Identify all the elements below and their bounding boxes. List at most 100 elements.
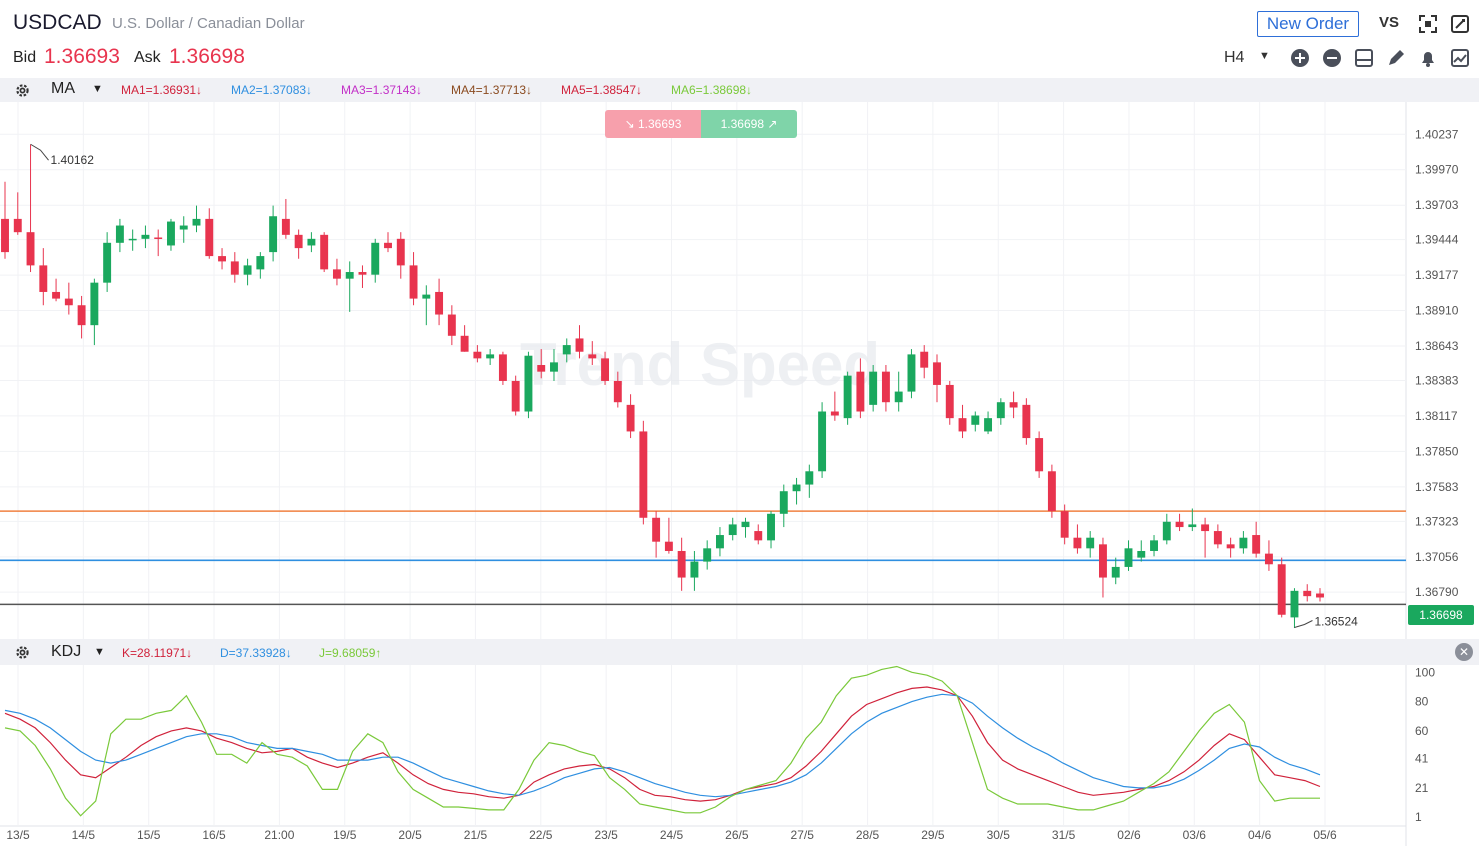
candle-down[interactable] — [881, 371, 890, 403]
candle-down[interactable] — [664, 541, 673, 551]
candle-down[interactable] — [1226, 544, 1235, 549]
candle-up[interactable] — [1239, 537, 1248, 549]
candle-down[interactable] — [1264, 553, 1273, 565]
candle-up[interactable] — [869, 371, 878, 405]
vs-button[interactable]: VS — [1379, 14, 1400, 31]
candle-down[interactable] — [320, 234, 329, 270]
candle-up[interactable] — [103, 242, 112, 283]
candle-down[interactable] — [1316, 593, 1324, 598]
new-order-button[interactable]: New Order — [1257, 11, 1359, 37]
chevron-down-icon[interactable]: ▼ — [94, 646, 105, 658]
candle-down[interactable] — [639, 431, 648, 518]
candle-down[interactable] — [1047, 471, 1056, 512]
candle-up[interactable] — [767, 513, 775, 541]
candle-up[interactable] — [179, 225, 188, 230]
candle-down[interactable] — [498, 354, 507, 381]
gear-icon[interactable] — [14, 644, 31, 661]
candle-down[interactable] — [473, 351, 482, 359]
candle-up[interactable] — [792, 484, 801, 492]
candle-down[interactable] — [384, 242, 392, 249]
candle-down[interactable] — [460, 335, 469, 352]
candle-down[interactable] — [1277, 564, 1286, 615]
indicator-chart-icon[interactable] — [1450, 48, 1470, 68]
candle-down[interactable] — [958, 418, 967, 432]
timeframe-selector[interactable]: H4 — [1224, 49, 1245, 66]
candle-up[interactable] — [843, 375, 852, 419]
candle-up[interactable] — [996, 402, 1005, 419]
chevron-down-icon[interactable]: ▼ — [1259, 50, 1270, 62]
close-icon[interactable]: ✕ — [1455, 643, 1473, 661]
fullscreen-icon[interactable] — [1418, 14, 1438, 34]
candle-down[interactable] — [77, 305, 86, 326]
candle-down[interactable] — [230, 261, 239, 275]
candle-up[interactable] — [550, 362, 558, 372]
candle-up[interactable] — [894, 391, 903, 403]
candle-up[interactable] — [371, 242, 380, 275]
candle-up[interactable] — [703, 548, 712, 562]
candle-down[interactable] — [601, 358, 610, 381]
candle-down[interactable] — [435, 291, 444, 315]
candle-down[interactable] — [1, 218, 9, 253]
candle-up[interactable] — [779, 491, 788, 514]
candle-up[interactable] — [1137, 550, 1146, 558]
candle-down[interactable] — [652, 517, 661, 542]
candle-down[interactable] — [218, 256, 226, 262]
candle-up[interactable] — [690, 561, 699, 578]
candle-down[interactable] — [588, 354, 597, 359]
candle-down[interactable] — [1252, 535, 1261, 554]
candle-down[interactable] — [26, 232, 35, 266]
zoom-out-icon[interactable] — [1322, 48, 1342, 68]
pencil-icon[interactable] — [1386, 48, 1406, 68]
candle-down[interactable] — [1060, 511, 1069, 538]
candle-down[interactable] — [677, 550, 686, 578]
candle-up[interactable] — [1111, 566, 1120, 578]
candle-down[interactable] — [409, 265, 418, 299]
candle-up[interactable] — [1150, 540, 1158, 551]
gear-icon[interactable] — [14, 82, 31, 99]
candle-down[interactable] — [830, 411, 839, 416]
candle-down[interactable] — [856, 371, 865, 412]
candle-down[interactable] — [1035, 438, 1044, 472]
candle-up[interactable] — [562, 345, 571, 355]
candle-up[interactable] — [728, 524, 737, 536]
candle-down[interactable] — [1175, 521, 1184, 528]
candle-down[interactable] — [1099, 544, 1107, 578]
candle-up[interactable] — [422, 294, 431, 299]
candle-down[interactable] — [626, 404, 635, 432]
candle-down[interactable] — [511, 380, 520, 412]
candle-down[interactable] — [64, 298, 73, 306]
candle-up[interactable] — [243, 265, 252, 275]
candle-down[interactable] — [1073, 537, 1082, 549]
candle-down[interactable] — [447, 314, 456, 336]
candle-down[interactable] — [945, 384, 954, 419]
candle-down[interactable] — [754, 531, 763, 541]
candle-down[interactable] — [920, 351, 929, 368]
candle-up[interactable] — [486, 354, 495, 359]
chevron-down-icon[interactable]: ▼ — [92, 83, 103, 95]
candle-down[interactable] — [1201, 524, 1210, 532]
buy-quick-button[interactable]: 1.36698 ↗ — [701, 110, 797, 138]
candle-up[interactable] — [90, 282, 99, 326]
candle-down[interactable] — [13, 218, 22, 233]
candle-down[interactable] — [39, 265, 48, 292]
candle-up[interactable] — [984, 418, 993, 432]
candle-up[interactable] — [524, 355, 533, 412]
candle-down[interactable] — [1009, 402, 1018, 408]
candle-up[interactable] — [1290, 590, 1299, 618]
candle-up[interactable] — [805, 471, 814, 485]
candle-down[interactable] — [575, 338, 584, 352]
chart-settings-icon[interactable] — [1450, 14, 1470, 34]
candle-down[interactable] — [205, 218, 214, 257]
candle-up[interactable] — [1086, 537, 1095, 549]
candle-up[interactable] — [256, 256, 265, 270]
kdj-label[interactable]: KDJ — [51, 643, 82, 660]
candle-up[interactable] — [907, 354, 916, 392]
candle-down[interactable] — [1022, 404, 1031, 439]
candle-up[interactable] — [128, 238, 137, 241]
candle-up[interactable] — [971, 415, 980, 425]
candle-up[interactable] — [715, 535, 724, 549]
candle-up[interactable] — [141, 234, 150, 239]
candle-down[interactable] — [613, 380, 622, 403]
candle-up[interactable] — [192, 218, 201, 226]
candle-down[interactable] — [358, 272, 367, 275]
